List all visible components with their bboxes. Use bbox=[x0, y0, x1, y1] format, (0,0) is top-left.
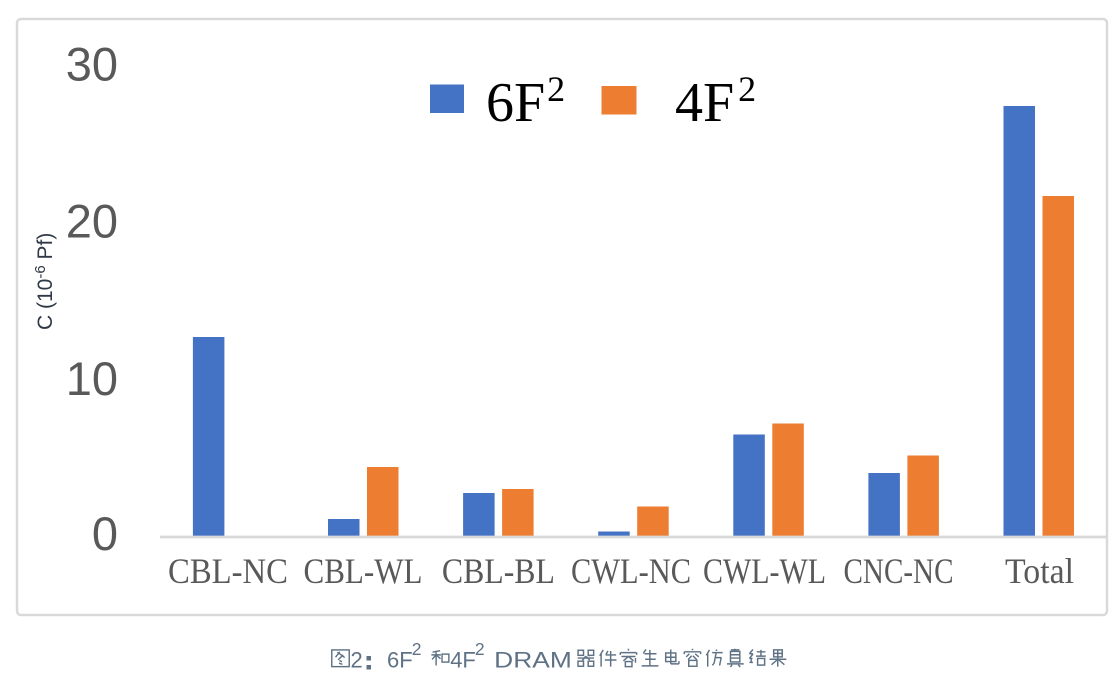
svg-text:2: 2 bbox=[351, 648, 363, 673]
svg-text:Total: Total bbox=[1005, 551, 1074, 591]
svg-text:4F: 4F bbox=[450, 648, 476, 673]
svg-text:CBL-NC: CBL-NC bbox=[168, 551, 288, 591]
svg-text:CWL-NC: CWL-NC bbox=[571, 551, 691, 591]
svg-text:30: 30 bbox=[66, 38, 118, 91]
svg-text:C (10-6 Pf): C (10-6 Pf) bbox=[32, 233, 57, 330]
svg-text:6F2: 6F2 bbox=[486, 69, 565, 134]
svg-text:DRAM: DRAM bbox=[494, 648, 572, 673]
svg-text:CWL-WL: CWL-WL bbox=[703, 551, 826, 591]
svg-text:2: 2 bbox=[412, 639, 422, 659]
svg-text:CNC-NC: CNC-NC bbox=[844, 551, 954, 591]
svg-text:0: 0 bbox=[92, 507, 118, 560]
svg-text:CBL-WL: CBL-WL bbox=[304, 551, 423, 591]
svg-text:6F: 6F bbox=[387, 648, 413, 673]
svg-text:CBL-BL: CBL-BL bbox=[442, 551, 555, 591]
svg-text:10: 10 bbox=[66, 352, 118, 405]
svg-text:2: 2 bbox=[475, 639, 485, 659]
svg-text:20: 20 bbox=[66, 195, 118, 248]
